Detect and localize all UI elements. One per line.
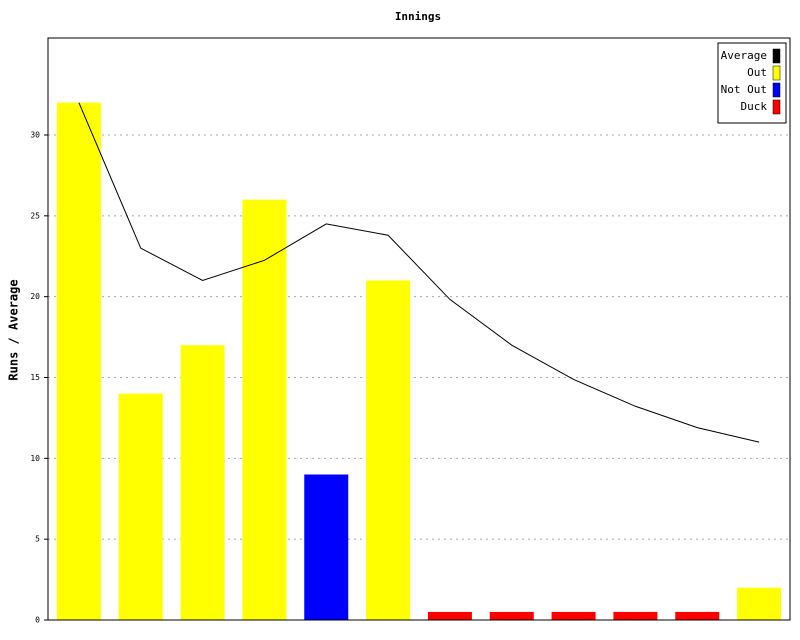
line (78, 102, 760, 443)
legend-swatch (772, 99, 781, 115)
legend-label: Average (721, 49, 767, 62)
bar (242, 199, 287, 620)
y-tick-label: 5 (35, 535, 40, 544)
y-tick-label: 15 (30, 373, 40, 382)
legend-swatch (772, 65, 781, 81)
bar (551, 611, 596, 620)
bar (675, 611, 720, 620)
y-tick-label: 0 (35, 616, 40, 625)
legend-swatch (772, 48, 781, 64)
bar (737, 587, 782, 620)
y-tick-label: 20 (30, 292, 40, 301)
plot-frame (47, 37, 791, 621)
legend-swatch (772, 82, 781, 98)
bar (56, 102, 101, 620)
bar (180, 345, 225, 620)
chart-title: Innings (395, 10, 441, 23)
bar (489, 611, 534, 620)
bar (366, 280, 411, 620)
bar (304, 474, 349, 620)
legend-label: Duck (741, 100, 768, 113)
y-tick-label: 30 (30, 131, 40, 140)
y-tick-label: 10 (30, 454, 40, 463)
y-tick-label: 25 (30, 211, 40, 220)
bar (613, 611, 658, 620)
bar (427, 611, 472, 620)
legend-label: Out (747, 66, 767, 79)
legend-label: Not Out (721, 83, 767, 96)
bar (118, 393, 163, 620)
y-axis-label: Runs / Average (7, 279, 21, 380)
